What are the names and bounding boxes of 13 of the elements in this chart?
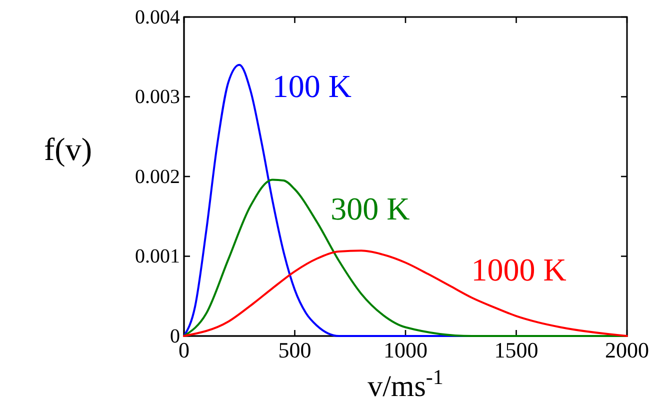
y-tick-label: 0.001	[135, 246, 180, 268]
series-label: 300 K	[330, 190, 410, 227]
y-tick-label: 0.003	[135, 86, 180, 108]
x-tick-label: 1000	[384, 338, 428, 363]
x-tick-label: 500	[278, 338, 312, 363]
y-tick-label: 0.004	[135, 6, 180, 28]
x-axis-title: v/ms$^{-1}$	[368, 365, 444, 403]
series-label: 100 K	[272, 68, 352, 104]
x-tick-label: 1500	[494, 338, 538, 363]
y-axis-title: f(v)	[44, 131, 92, 167]
y-tick-label: 0.002	[135, 166, 180, 188]
series-label: 1000 K	[471, 252, 566, 288]
x-tick-label: 2000	[605, 338, 649, 363]
